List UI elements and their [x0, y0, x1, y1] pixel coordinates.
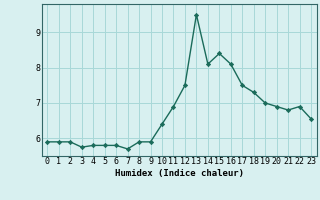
X-axis label: Humidex (Indice chaleur): Humidex (Indice chaleur)	[115, 169, 244, 178]
